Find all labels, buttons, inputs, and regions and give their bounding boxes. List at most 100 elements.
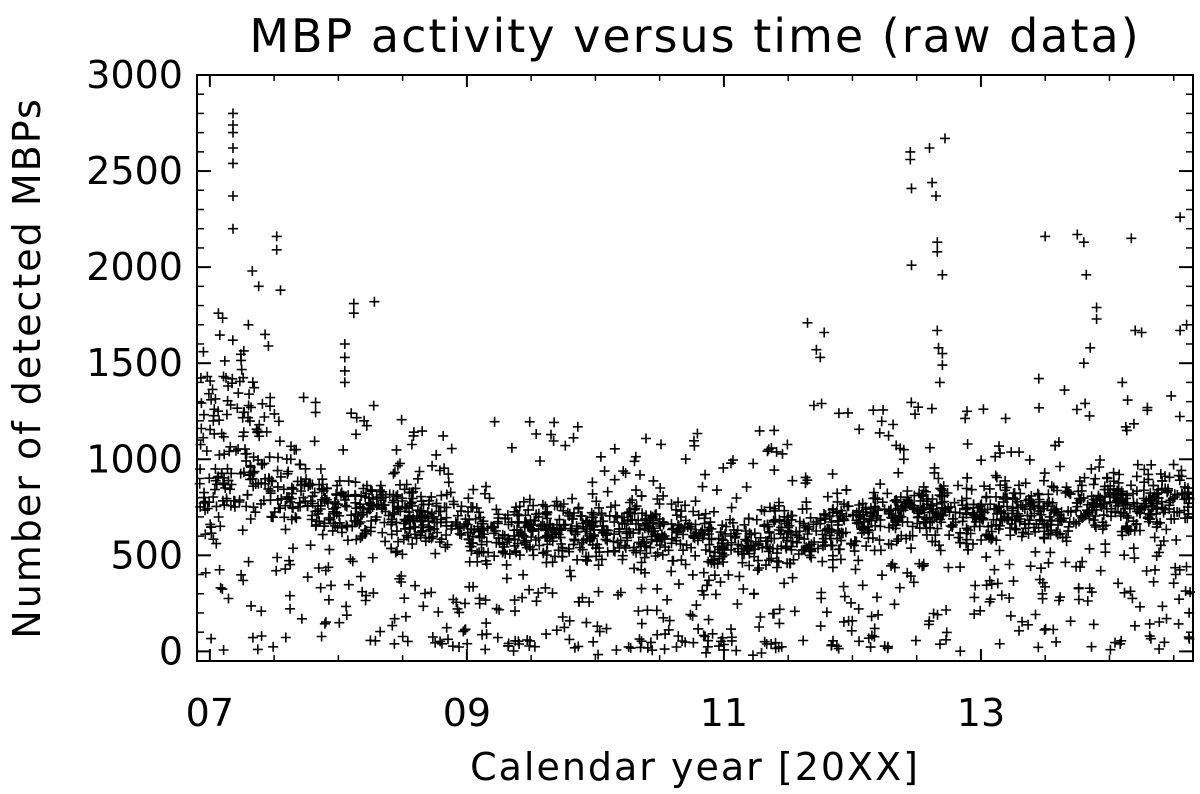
data-point xyxy=(493,533,504,544)
data-point xyxy=(368,588,379,599)
data-point xyxy=(984,575,995,586)
data-point xyxy=(691,600,702,611)
data-point xyxy=(900,502,911,513)
data-point xyxy=(804,544,815,554)
data-point xyxy=(719,550,730,560)
data-point xyxy=(271,231,282,242)
data-point xyxy=(1183,498,1194,509)
data-point xyxy=(310,397,321,408)
data-point xyxy=(1129,620,1140,631)
data-point xyxy=(1135,601,1145,612)
data-point xyxy=(1089,520,1100,531)
data-point xyxy=(448,496,459,507)
data-point xyxy=(849,546,860,557)
data-point xyxy=(227,335,238,346)
data-point xyxy=(838,528,848,539)
data-point xyxy=(623,641,634,652)
data-point xyxy=(833,408,844,419)
data-point xyxy=(889,495,900,506)
data-point xyxy=(1173,618,1184,629)
data-point xyxy=(752,565,763,576)
data-point xyxy=(272,552,283,563)
data-point xyxy=(700,469,711,480)
data-point xyxy=(550,527,561,538)
data-point xyxy=(726,624,736,635)
data-point xyxy=(584,597,595,607)
data-point xyxy=(1037,588,1048,599)
data-point xyxy=(573,502,584,513)
data-point xyxy=(1143,494,1154,505)
data-point xyxy=(961,493,972,504)
data-point xyxy=(750,536,761,547)
data-point xyxy=(931,191,941,201)
data-point xyxy=(687,611,698,621)
data-point xyxy=(417,510,428,521)
data-point xyxy=(509,525,520,536)
data-point xyxy=(1151,503,1162,514)
data-point xyxy=(785,558,796,569)
data-point xyxy=(1014,480,1024,491)
data-point xyxy=(342,535,353,546)
data-point xyxy=(697,533,708,544)
data-point xyxy=(695,527,706,538)
data-point xyxy=(518,496,529,507)
data-point xyxy=(865,642,876,653)
data-point xyxy=(389,638,400,649)
data-point xyxy=(241,455,252,466)
data-point xyxy=(341,610,352,621)
data-point xyxy=(876,416,887,427)
data-point xyxy=(1086,587,1097,598)
plot-frame xyxy=(196,74,1194,662)
data-point xyxy=(701,647,712,658)
data-point xyxy=(932,246,943,257)
data-point xyxy=(883,641,893,652)
data-point xyxy=(542,513,553,524)
data-point xyxy=(237,525,248,536)
data-point xyxy=(777,448,788,459)
data-point xyxy=(759,636,770,647)
data-point xyxy=(489,551,500,562)
data-point xyxy=(236,569,247,580)
data-point xyxy=(705,517,716,528)
data-point xyxy=(1110,506,1121,517)
data-point xyxy=(878,404,889,415)
data-point xyxy=(1176,488,1187,499)
data-point xyxy=(389,495,399,506)
data-point xyxy=(1110,637,1120,648)
data-point xyxy=(839,591,850,602)
data-point xyxy=(866,630,877,641)
data-point xyxy=(932,523,943,534)
data-point xyxy=(717,551,728,562)
data-point xyxy=(476,546,487,557)
data-point xyxy=(994,441,1004,452)
data-point xyxy=(906,260,917,271)
data-point xyxy=(1088,479,1099,490)
data-point xyxy=(671,504,681,515)
data-point xyxy=(431,498,442,509)
data-point xyxy=(1046,516,1057,526)
data-point xyxy=(309,436,320,447)
data-point xyxy=(659,533,670,544)
data-point xyxy=(932,325,943,336)
data-point xyxy=(474,507,484,518)
data-point xyxy=(650,551,661,561)
data-point xyxy=(441,502,452,513)
data-point xyxy=(688,506,699,517)
data-point xyxy=(698,567,709,578)
data-point xyxy=(487,522,498,532)
data-point xyxy=(640,519,651,529)
data-point xyxy=(702,580,713,591)
data-point xyxy=(1180,586,1191,597)
data-point xyxy=(492,632,503,643)
data-point xyxy=(541,550,552,560)
data-point xyxy=(1063,526,1074,537)
data-point xyxy=(620,540,631,551)
data-point xyxy=(934,540,944,551)
data-point xyxy=(523,504,534,515)
data-point xyxy=(1005,530,1016,541)
data-point xyxy=(593,649,604,660)
data-point xyxy=(799,534,810,545)
data-point xyxy=(477,523,488,534)
data-point xyxy=(979,481,990,492)
data-point xyxy=(213,512,224,522)
